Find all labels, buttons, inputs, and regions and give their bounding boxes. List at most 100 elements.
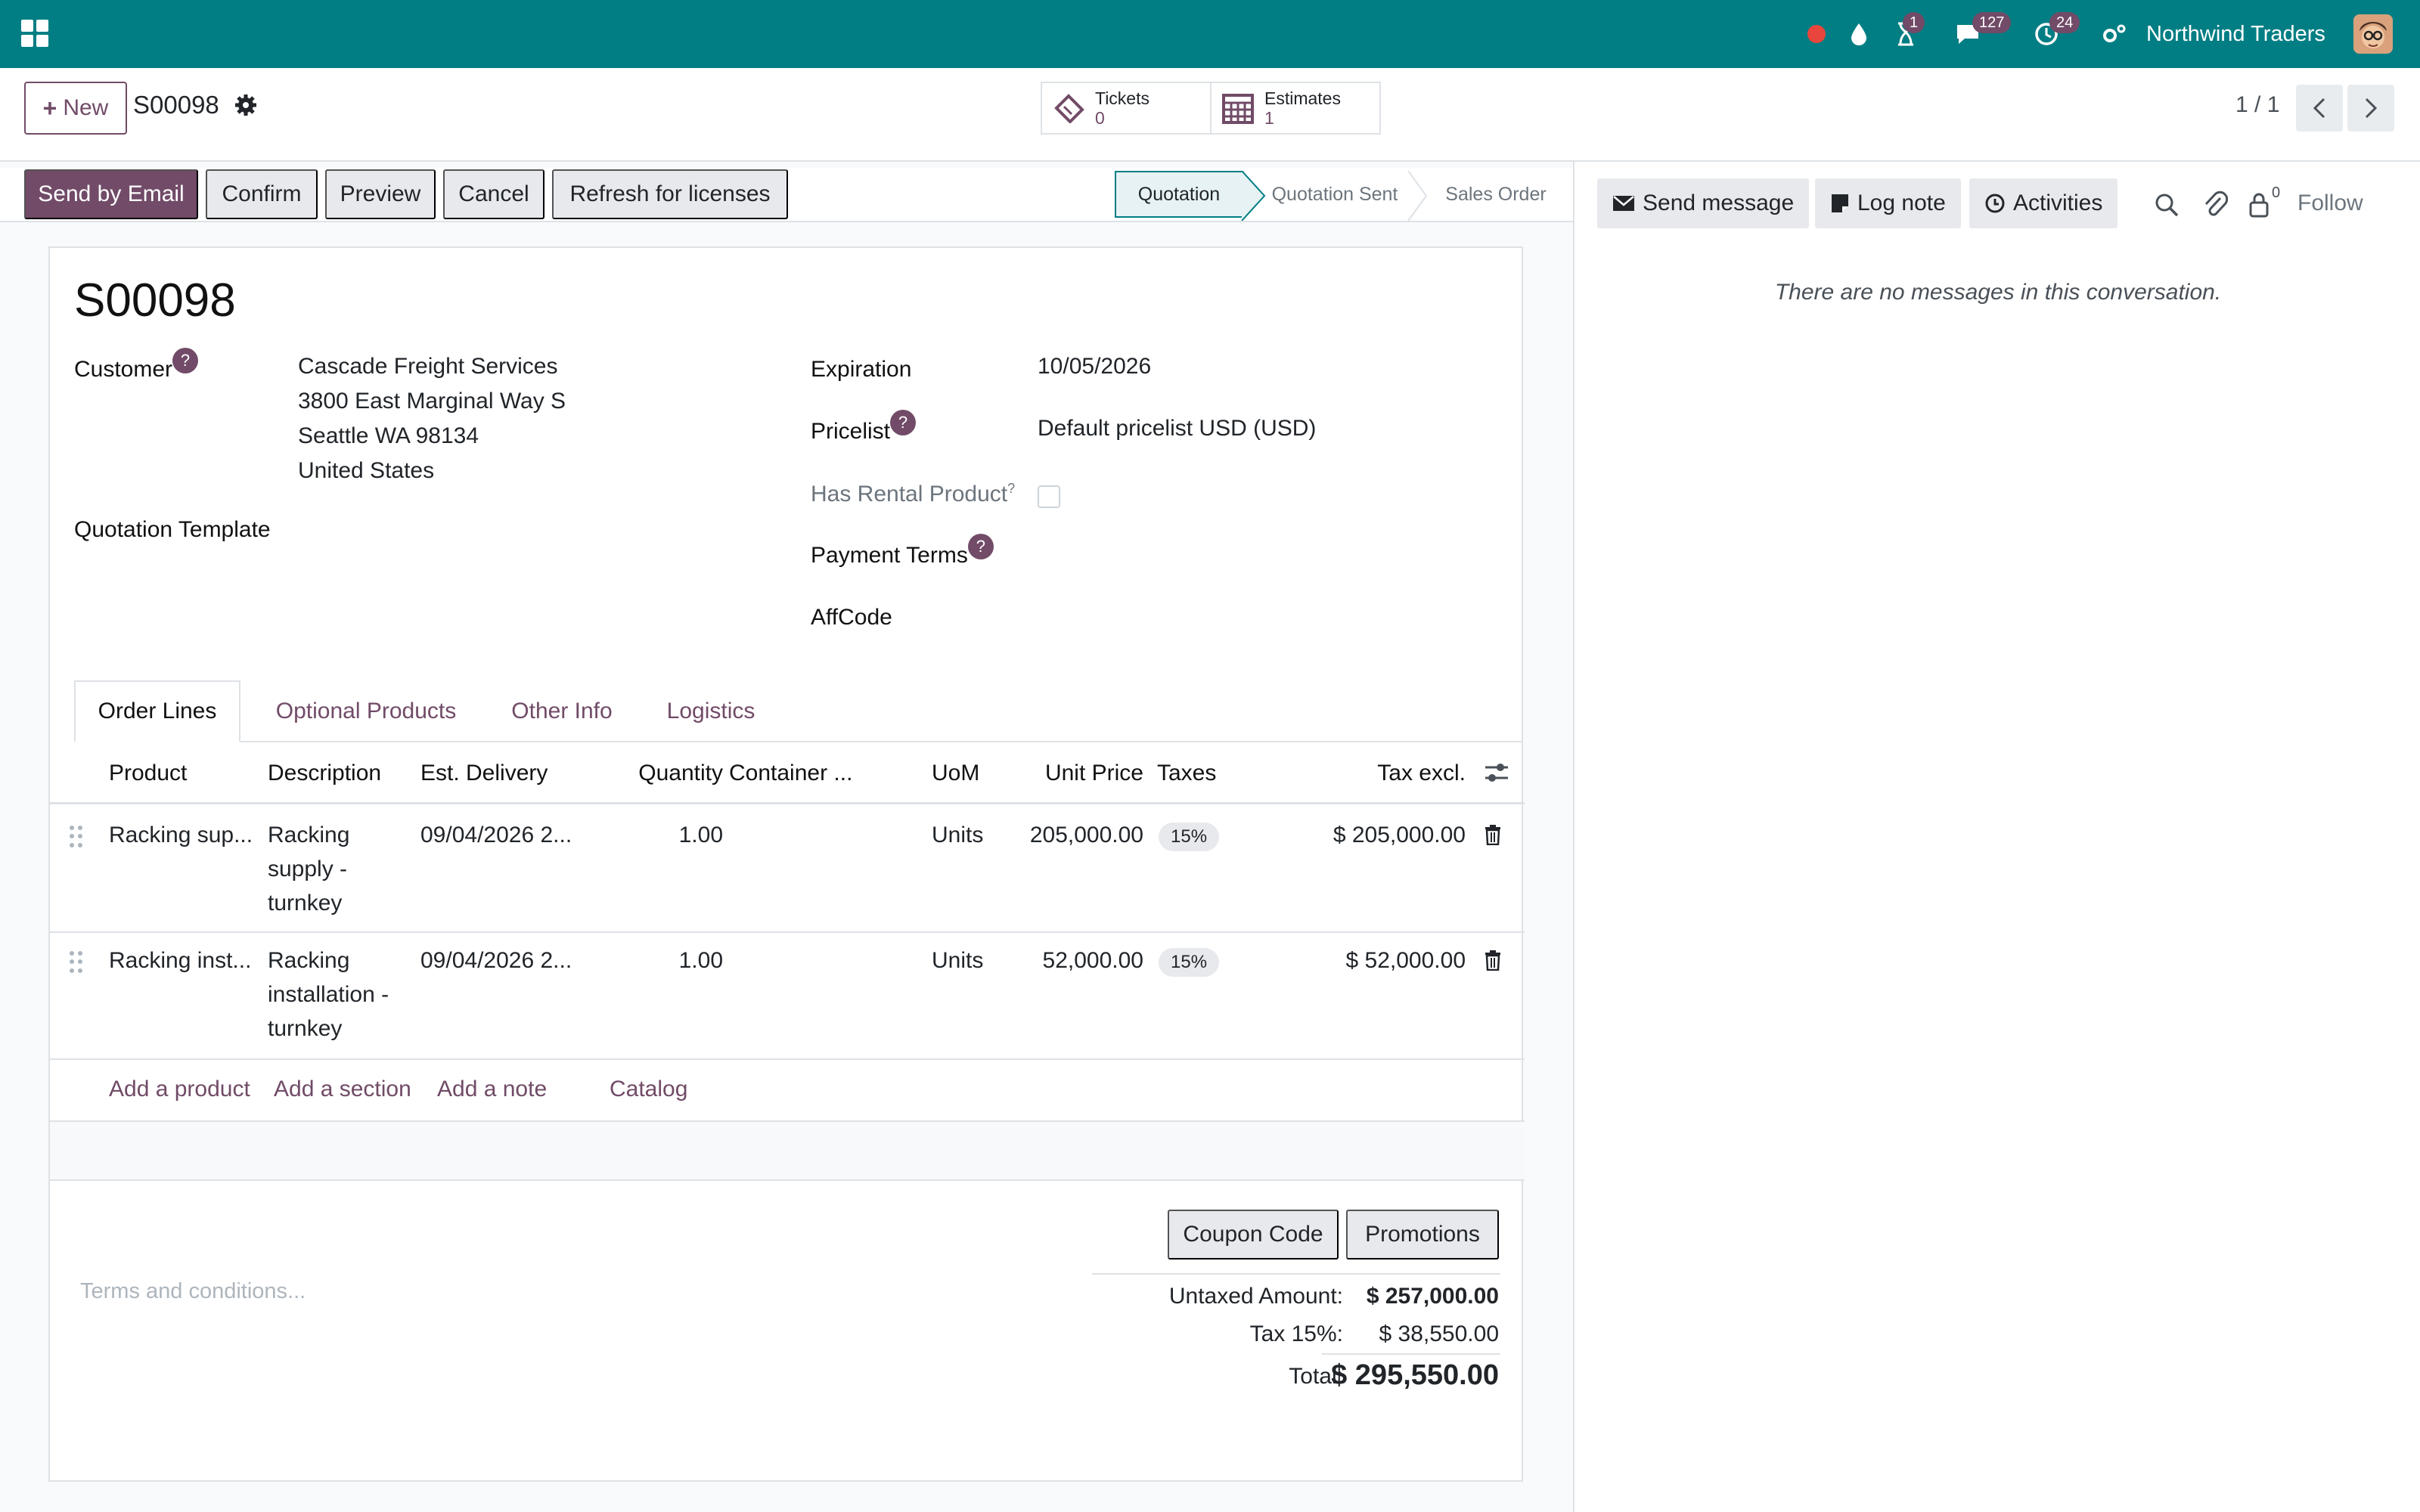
terms-and-conditions-input[interactable]: Terms and conditions... bbox=[80, 1279, 306, 1303]
add-section-link[interactable]: Add a section bbox=[274, 1077, 411, 1101]
paperclip-icon[interactable] bbox=[2202, 191, 2229, 223]
total-label: Total: bbox=[1289, 1364, 1343, 1389]
ticket-icon bbox=[1042, 93, 1095, 123]
tab-logistics[interactable]: Logistics bbox=[666, 699, 755, 723]
follow-button[interactable]: Follow bbox=[2297, 191, 2363, 215]
column-tax-excl[interactable]: Tax excl. bbox=[1377, 761, 1466, 785]
stage-sales-order[interactable]: Sales Order bbox=[1445, 183, 1547, 205]
row-subtotal: $ 52,000.00 bbox=[1345, 948, 1466, 973]
gear-icon[interactable] bbox=[234, 94, 257, 120]
drop-icon[interactable] bbox=[1845, 0, 1872, 68]
refresh-for-licenses-button[interactable]: Refresh for licenses bbox=[552, 169, 788, 219]
stage-quotation[interactable]: Quotation bbox=[1115, 171, 1243, 218]
tax-value: $ 38,550.00 bbox=[1379, 1321, 1499, 1346]
row-unit-price[interactable]: 52,000.00 bbox=[1042, 948, 1143, 973]
send-message-button[interactable]: Send message bbox=[1597, 178, 1810, 228]
row-uom[interactable]: Units bbox=[932, 823, 984, 847]
settings-gears-icon[interactable] bbox=[2099, 0, 2130, 68]
row-description[interactable]: Racking supply - turnkey bbox=[268, 823, 350, 916]
add-product-link[interactable]: Add a product bbox=[109, 1077, 250, 1101]
estimates-smart-button[interactable]: Estimates 1 bbox=[1210, 82, 1381, 135]
pager-next-button[interactable] bbox=[2347, 85, 2394, 132]
calendar-grid-icon bbox=[1212, 92, 1264, 124]
pager-value[interactable]: 1 / 1 bbox=[2235, 92, 2280, 117]
help-icon[interactable]: ? bbox=[172, 348, 199, 373]
plus-icon: + bbox=[42, 94, 57, 122]
estimates-label: Estimates bbox=[1264, 88, 1341, 108]
table-row[interactable]: Racking sup... Racking supply - turnkey … bbox=[50, 804, 1525, 933]
row-uom[interactable]: Units bbox=[932, 948, 984, 973]
pricelist-field[interactable]: Default pricelist USD (USD) bbox=[1038, 416, 1317, 441]
user-avatar[interactable] bbox=[2353, 14, 2393, 54]
help-icon[interactable]: ? bbox=[890, 410, 917, 435]
help-icon[interactable]: ? bbox=[967, 534, 994, 559]
trash-icon[interactable] bbox=[1484, 950, 1502, 974]
catalog-link[interactable]: Catalog bbox=[610, 1077, 688, 1101]
column-taxes[interactable]: Taxes bbox=[1157, 761, 1217, 785]
has-rental-product-checkbox[interactable] bbox=[1038, 485, 1060, 508]
send-by-email-button[interactable]: Send by Email bbox=[24, 169, 198, 219]
column-unit-price[interactable]: Unit Price bbox=[1044, 761, 1143, 785]
clock-icon bbox=[1985, 194, 2005, 213]
new-button[interactable]: + New bbox=[24, 82, 127, 135]
column-uom[interactable]: UoM bbox=[932, 761, 980, 785]
drag-handle-icon[interactable] bbox=[70, 826, 83, 848]
chatter-panel: Send message Log note Activities 0 Follo… bbox=[1573, 162, 2420, 1512]
tax-badge[interactable]: 15% bbox=[1159, 823, 1220, 851]
estimates-count: 1 bbox=[1264, 108, 1274, 128]
tax-badge[interactable]: 15% bbox=[1159, 948, 1220, 977]
row-subtotal: $ 205,000.00 bbox=[1333, 823, 1466, 847]
column-description[interactable]: Description bbox=[268, 761, 382, 785]
preview-button[interactable]: Preview bbox=[325, 169, 436, 219]
coupon-code-button[interactable]: Coupon Code bbox=[1168, 1210, 1339, 1259]
customer-address[interactable]: Cascade Freight Services 3800 East Margi… bbox=[298, 354, 566, 483]
trash-icon[interactable] bbox=[1484, 824, 1502, 849]
drag-handle-icon[interactable] bbox=[70, 951, 83, 974]
followers-lock-icon[interactable] bbox=[2248, 192, 2270, 222]
breadcrumb-record-name: S00098 bbox=[133, 91, 219, 119]
row-description[interactable]: Racking installation - turnkey bbox=[268, 948, 389, 1041]
optional-columns-icon[interactable] bbox=[1484, 761, 1509, 789]
row-product[interactable]: Racking sup... bbox=[109, 823, 253, 847]
row-est-delivery[interactable]: 09/04/2026 2... bbox=[420, 948, 572, 973]
tab-other-info[interactable]: Other Info bbox=[511, 699, 613, 723]
confirm-button[interactable]: Confirm bbox=[206, 169, 318, 219]
column-product[interactable]: Product bbox=[109, 761, 188, 785]
row-quantity[interactable]: 1.00 bbox=[678, 823, 723, 847]
column-est-delivery[interactable]: Est. Delivery bbox=[420, 761, 548, 785]
hourglass-icon[interactable] bbox=[1891, 0, 1921, 68]
stage-quotation-sent[interactable]: Quotation Sent bbox=[1271, 183, 1398, 205]
quotation-template-label: Quotation Template bbox=[74, 517, 271, 542]
table-row[interactable]: Racking inst... Racking installation - t… bbox=[50, 933, 1525, 1060]
activities-button[interactable]: Activities bbox=[1969, 178, 2118, 228]
promotions-button[interactable]: Promotions bbox=[1346, 1210, 1499, 1259]
row-est-delivery[interactable]: 09/04/2026 2... bbox=[420, 823, 572, 847]
help-icon[interactable]: ? bbox=[1007, 481, 1016, 496]
expiration-field[interactable]: 10/05/2026 bbox=[1038, 354, 1152, 379]
clock-icon[interactable] bbox=[2031, 0, 2062, 68]
chevron-left-icon bbox=[2313, 98, 2325, 119]
expiration-label: Expiration bbox=[811, 357, 912, 382]
column-container[interactable]: Container ... bbox=[729, 761, 853, 785]
clock-badge: 24 bbox=[2049, 12, 2080, 33]
cancel-button[interactable]: Cancel bbox=[443, 169, 544, 219]
apps-menu-icon[interactable] bbox=[21, 20, 48, 47]
log-note-button[interactable]: Log note bbox=[1815, 178, 1961, 228]
row-unit-price[interactable]: 205,000.00 bbox=[1029, 823, 1143, 847]
recording-dot-icon[interactable] bbox=[1803, 0, 1830, 68]
tickets-smart-button[interactable]: Tickets 0 bbox=[1041, 82, 1212, 135]
stage-arrow-icon bbox=[1241, 171, 1266, 221]
messages-icon[interactable] bbox=[1951, 0, 1984, 68]
tab-optional-products[interactable]: Optional Products bbox=[275, 699, 457, 723]
column-quantity[interactable]: Quantity bbox=[638, 761, 723, 785]
row-quantity[interactable]: 1.00 bbox=[678, 948, 723, 973]
row-product[interactable]: Racking inst... bbox=[109, 948, 252, 973]
stage-arrow-icon bbox=[1407, 171, 1428, 221]
pager-previous-button[interactable] bbox=[2296, 85, 2343, 132]
order-lines-header: Product Description Est. Delivery Quanti… bbox=[50, 742, 1525, 804]
tab-order-lines[interactable]: Order Lines bbox=[74, 680, 240, 742]
add-note-link[interactable]: Add a note bbox=[437, 1077, 548, 1101]
company-name[interactable]: Northwind Traders bbox=[2146, 22, 2325, 46]
search-icon[interactable] bbox=[2154, 192, 2180, 222]
messages-badge: 127 bbox=[1972, 12, 2012, 33]
